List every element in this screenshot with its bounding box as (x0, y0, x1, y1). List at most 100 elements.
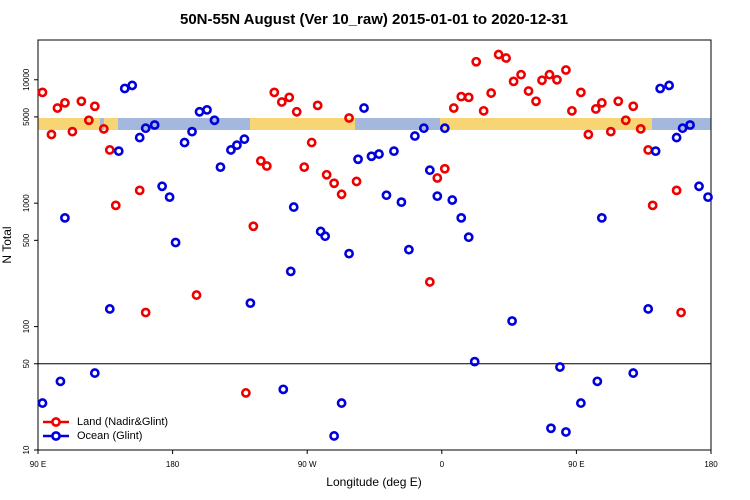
data-point (650, 146, 661, 157)
data-point (329, 431, 340, 441)
data-point (232, 140, 242, 151)
data-point (344, 113, 354, 123)
data-point (60, 97, 70, 108)
data-point (664, 80, 675, 91)
data-point (194, 106, 205, 117)
data-point (202, 104, 212, 115)
data-point (552, 74, 562, 85)
x-axis-label: Longitude (deg E) (326, 475, 421, 489)
data-point (366, 151, 377, 162)
data-point (157, 181, 168, 192)
data-point (671, 185, 682, 196)
data-point (643, 145, 654, 155)
legend-marker (51, 431, 61, 441)
data-point (396, 197, 407, 208)
x-tick-label: 90 E (30, 460, 46, 469)
data-point (456, 212, 467, 223)
data-point (187, 126, 197, 137)
data-point (596, 97, 607, 108)
data-point (439, 163, 450, 174)
data-point (575, 87, 586, 98)
data-point (596, 212, 607, 223)
data-point (170, 237, 181, 248)
surface-band (38, 118, 711, 130)
data-point (409, 131, 420, 141)
data-point (561, 427, 571, 437)
data-point (676, 307, 686, 318)
data-point (52, 103, 63, 113)
data-point (140, 123, 151, 134)
data-point (67, 126, 78, 137)
data-point (456, 91, 467, 102)
data-point (104, 145, 115, 155)
legend-label: Land (Nadir&Glint) (77, 416, 168, 428)
data-point (507, 316, 517, 326)
data-point (312, 100, 323, 111)
data-point (344, 248, 354, 259)
data-point (284, 92, 295, 103)
data-point (544, 69, 555, 80)
data-point (336, 398, 347, 408)
legend-label: Ocean (Glint) (77, 430, 142, 442)
data-point (374, 149, 384, 159)
data-point (605, 126, 616, 137)
data-point (291, 106, 302, 117)
data-point (134, 132, 145, 143)
data-point (620, 115, 631, 126)
data-point (671, 132, 682, 143)
data-point (110, 200, 121, 211)
data-point (561, 65, 571, 75)
data-point (321, 169, 332, 180)
data-point (37, 87, 48, 98)
chart-title: 50N-55N August (Ver 10_raw) 2015-01-01 t… (180, 11, 568, 28)
data-point (478, 105, 489, 116)
data-point (501, 53, 512, 63)
data-point (89, 101, 100, 112)
data-point (353, 154, 363, 165)
data-point (537, 75, 547, 86)
data-point (655, 83, 666, 94)
data-point (432, 191, 443, 202)
y-axis-label: N Total (0, 226, 14, 263)
y-tick-label: 10 (22, 445, 31, 454)
data-point (424, 277, 435, 287)
data-point (248, 221, 259, 232)
data-point (590, 104, 601, 114)
data-point (592, 376, 603, 387)
data-point (55, 376, 66, 387)
data-point (447, 195, 458, 205)
data-point (240, 388, 251, 398)
data-point (389, 146, 399, 157)
data-point (329, 178, 340, 189)
data-point (149, 120, 160, 130)
data-point (320, 231, 331, 242)
data-point (76, 96, 87, 107)
data-point (89, 368, 100, 378)
data-point (164, 192, 175, 203)
plot-frame (37, 39, 712, 451)
y-tick-label: 500 (22, 233, 31, 247)
data-point (508, 76, 519, 87)
data-point (439, 123, 450, 134)
data-point (134, 185, 145, 196)
data-point (583, 129, 594, 140)
data-point (60, 212, 70, 223)
x-tick-label: 0 (440, 460, 445, 469)
data-point (448, 103, 459, 113)
data-point (677, 123, 688, 134)
data-point (643, 304, 654, 314)
data-point (179, 137, 190, 148)
data-point (493, 49, 504, 60)
data-point (104, 304, 115, 314)
data-point (278, 384, 289, 395)
data-point (226, 145, 236, 155)
x-tick-label: 90 E (568, 460, 584, 469)
data-point (306, 137, 317, 148)
data-point (635, 123, 646, 134)
y-tick-label: 50 (22, 359, 31, 368)
data-point (703, 192, 713, 203)
data-point (359, 103, 369, 113)
data-point (613, 96, 624, 107)
legend-marker (51, 417, 61, 427)
data-point (336, 189, 347, 200)
